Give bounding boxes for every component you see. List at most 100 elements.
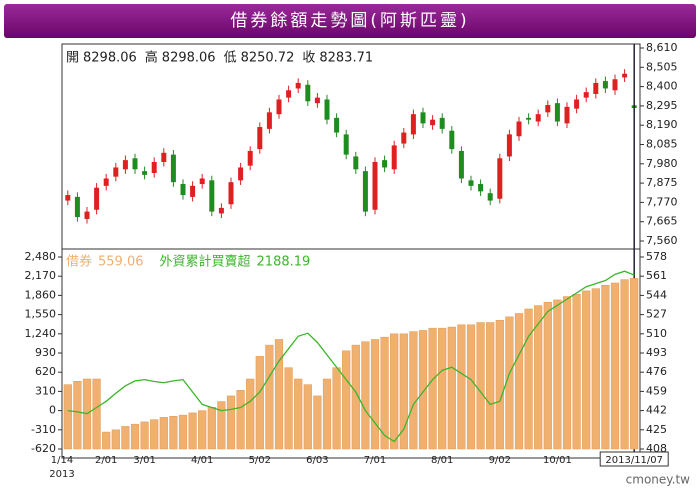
bar: [188, 412, 197, 450]
bar: [591, 288, 600, 450]
x-tick-label: 8/01: [431, 455, 453, 466]
bar: [159, 417, 168, 450]
candle-body: [295, 82, 301, 89]
legend-value: 559.06: [98, 255, 144, 270]
bar: [342, 350, 351, 450]
line: [67, 270, 635, 443]
y-tick-label: 459: [646, 384, 667, 397]
y-tick-label: 310: [35, 384, 56, 397]
bar: [409, 331, 418, 450]
candle-body: [420, 112, 426, 124]
candle-body: [180, 184, 186, 196]
x-year-label: 2013: [49, 469, 74, 480]
candle-body: [343, 134, 349, 155]
candle-body: [622, 73, 628, 78]
candle-body: [593, 82, 599, 94]
bar: [447, 326, 456, 450]
bar: [207, 406, 216, 450]
candle-body: [122, 160, 128, 170]
candle-body: [574, 99, 580, 109]
candle-body: [74, 196, 80, 218]
y-tick-label: 476: [646, 365, 667, 378]
y-tick-label: 620: [35, 365, 56, 378]
bar: [313, 395, 322, 450]
bar: [63, 384, 72, 450]
y-tick-label: 8,610: [646, 41, 678, 54]
bar: [361, 341, 370, 450]
bar: [390, 333, 399, 450]
watermark: cmoney.tw: [626, 473, 691, 487]
y-tick-label: 1,240: [25, 327, 57, 340]
x-tick-label: 6/03: [306, 455, 328, 466]
candle-body: [612, 79, 618, 91]
candle-body: [334, 117, 340, 133]
bar: [370, 339, 380, 450]
bar: [169, 415, 178, 450]
x-tick-label: 3/01: [133, 455, 155, 466]
y-tick-label: 8,085: [646, 138, 678, 151]
bar: [111, 429, 120, 450]
candle-body: [602, 81, 608, 89]
y-tick-label: 442: [646, 404, 667, 417]
y-tick-label: 8,400: [646, 80, 678, 93]
date-box: [599, 451, 669, 467]
legend-label: 低: [224, 51, 237, 66]
x-tick-label: 2/01: [95, 455, 117, 466]
y-tick-label: 8,505: [646, 60, 678, 73]
x-tick-label: 9/02: [489, 455, 511, 466]
bar: [486, 322, 495, 450]
candle-body: [583, 92, 589, 98]
y-tick-label: 493: [646, 346, 667, 359]
bar: [630, 278, 639, 450]
bar: [553, 299, 562, 450]
candle-body: [506, 134, 512, 157]
candle-body: [238, 167, 244, 181]
bar: [92, 378, 101, 450]
candle-body: [228, 182, 234, 205]
x-tick-label: 2013/11/07: [605, 455, 663, 466]
x-tick-label: 4/01: [191, 455, 213, 466]
candle-body: [516, 121, 522, 137]
bar: [284, 367, 293, 450]
bar: [226, 395, 236, 450]
candle-body: [247, 150, 253, 166]
candle-body: [449, 130, 455, 150]
candle-body: [564, 106, 570, 124]
bar: [399, 333, 408, 450]
title-banner: [4, 4, 696, 38]
y-tick-label: 7,875: [646, 176, 678, 189]
bar: [610, 282, 620, 450]
candle-body: [487, 193, 493, 201]
y-tick-label: -620: [31, 442, 56, 455]
candle-body: [439, 117, 445, 129]
bar: [102, 431, 111, 450]
bar: [217, 401, 226, 450]
y-tick-label: 1,550: [25, 308, 57, 321]
candle-body: [209, 180, 215, 212]
candle-body: [170, 154, 176, 183]
y-tick-label: 8,190: [646, 118, 678, 131]
candle-body: [554, 103, 560, 122]
candle-body: [84, 211, 90, 219]
x-tick-label: 7/01: [364, 455, 386, 466]
bar: [534, 305, 543, 450]
bar: [543, 301, 552, 450]
y-tick-label: 425: [646, 423, 667, 436]
candle-body: [497, 158, 503, 199]
y-tick-label: 7,560: [646, 234, 678, 247]
bar: [572, 294, 581, 450]
legend-label: 外資累計買賣超: [160, 254, 251, 270]
bar: [380, 336, 389, 450]
candle-body: [218, 207, 224, 214]
legend-value: 8298.06: [162, 51, 216, 66]
candle-body: [190, 185, 196, 197]
plot-frame: [61, 43, 641, 459]
candle-body: [161, 152, 167, 162]
bar: [620, 279, 629, 450]
y-tick-label: 7,980: [646, 157, 678, 170]
y-tick-label: 544: [646, 288, 667, 301]
legend-label: 開: [66, 51, 79, 66]
bar: [236, 390, 245, 450]
y-tick-label: 8,295: [646, 99, 678, 112]
candle-body: [65, 195, 71, 201]
